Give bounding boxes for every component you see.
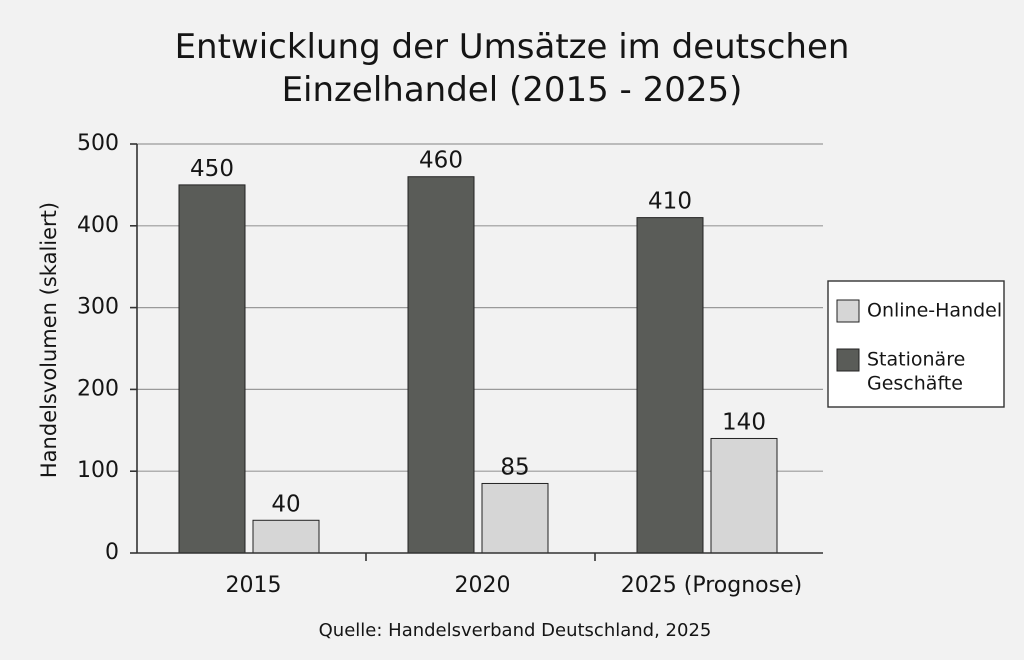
y-tick-label: 400 <box>77 213 119 238</box>
chart-title: Entwicklung der Umsätze im deutschen Ein… <box>175 27 850 110</box>
x-tick-label: 2025 (Prognose) <box>621 573 802 598</box>
y-tick-label: 300 <box>77 295 119 320</box>
legend-swatch <box>836 348 860 372</box>
axes: 0 100 200 300 400 500 2015 2020 2025 (Prognose) <box>77 131 823 598</box>
bars <box>178 176 778 554</box>
bar-online-2015 <box>252 519 320 554</box>
bar-value-label: 460 <box>419 148 463 174</box>
bar-value-label: 140 <box>722 409 766 435</box>
bar-value-label: 450 <box>190 156 234 182</box>
gridlines <box>137 143 823 472</box>
chart-title-line-2: Einzelhandel (2015 - 2025) <box>282 70 743 110</box>
chart-title-line-1: Entwicklung der Umsätze im deutschen <box>175 27 850 67</box>
bar-value-label: 40 <box>271 491 300 517</box>
y-axis-title: Handelsvolumen (skaliert) <box>37 202 61 478</box>
legend-label: Online-Handel <box>867 300 1002 322</box>
bar-stationaere-2020 <box>407 176 475 554</box>
bar-online-2025 <box>710 437 778 554</box>
source-note: Quelle: Handelsverband Deutschland, 2025 <box>319 620 712 641</box>
y-tick-label: 500 <box>77 131 119 156</box>
legend-swatch <box>836 299 860 323</box>
bar-online-2020 <box>481 482 549 554</box>
x-tick-label: 2015 <box>226 573 282 598</box>
y-tick-label: 0 <box>105 540 119 565</box>
data-labels: 450 460 410 40 85 140 <box>190 148 766 518</box>
legend-label: Geschäfte <box>867 373 963 395</box>
y-tick-label: 200 <box>77 376 119 401</box>
bar-stationaere-2015 <box>178 184 246 554</box>
legend-label: Stationäre <box>867 349 965 371</box>
x-tick-label: 2020 <box>455 573 511 598</box>
bar-stationaere-2025 <box>636 217 704 554</box>
bar-value-label: 85 <box>500 454 529 480</box>
bar-value-label: 410 <box>648 189 692 215</box>
y-tick-label: 100 <box>77 458 119 483</box>
